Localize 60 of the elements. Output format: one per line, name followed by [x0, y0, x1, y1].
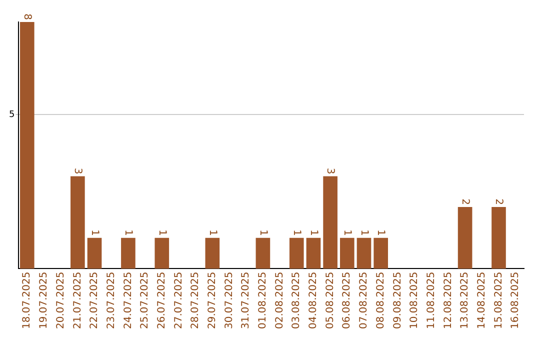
bar — [356, 238, 372, 269]
bar — [70, 176, 85, 269]
x-tick-label: 22.07.2025 — [89, 272, 100, 330]
x-tick-label: 28.07.2025 — [190, 272, 202, 330]
x-tick-label: 24.07.2025 — [122, 272, 134, 330]
x-tick-label: 02.08.2025 — [274, 272, 286, 330]
x-tick-label: 29.07.2025 — [207, 272, 218, 330]
x-tick-label: 23.07.2025 — [106, 272, 117, 330]
x-tick-label: 26.07.2025 — [156, 272, 168, 330]
x-tick-label: 21.07.2025 — [72, 272, 84, 330]
x-tick-label: 25.07.2025 — [140, 272, 151, 330]
data-label: 1 — [156, 230, 168, 236]
bar — [87, 238, 102, 269]
x-tick-label: 15.08.2025 — [493, 272, 504, 330]
x-tick-label: 30.07.2025 — [224, 272, 235, 330]
bar — [458, 207, 472, 269]
data-label: 1 — [257, 230, 268, 236]
x-tick-label: 16.08.2025 — [510, 272, 522, 330]
data-label: 1 — [358, 230, 370, 236]
x-tick-label: 18.07.2025 — [22, 272, 33, 330]
data-label: 1 — [308, 230, 319, 236]
x-tick-label: 14.08.2025 — [476, 272, 488, 330]
bar — [323, 176, 338, 269]
bar — [205, 238, 220, 269]
bar — [289, 238, 304, 269]
bar — [340, 238, 354, 269]
data-label: 1 — [122, 230, 134, 236]
data-label: 2 — [459, 198, 470, 206]
data-label: 2 — [493, 198, 504, 206]
x-tick-label: 13.08.2025 — [460, 272, 471, 330]
data-label: 1 — [206, 230, 218, 236]
x-tick-label: 31.07.2025 — [240, 272, 252, 330]
bar — [256, 238, 270, 269]
x-tick-label: 05.08.2025 — [324, 272, 336, 330]
bar — [154, 238, 170, 269]
x-tick-label: 07.08.2025 — [358, 272, 370, 330]
y-tick-label: 5 — [8, 110, 15, 120]
data-label: 3 — [72, 168, 84, 174]
data-label: 1 — [342, 230, 353, 236]
x-tick-label: 01.08.2025 — [258, 272, 269, 330]
bar — [374, 238, 388, 269]
x-tick-label: 08.08.2025 — [375, 272, 386, 330]
x-tick-label: 10.08.2025 — [409, 272, 420, 330]
data-label: 1 — [375, 230, 386, 236]
bar — [306, 238, 321, 269]
data-label: 1 — [88, 230, 100, 236]
x-tick-label: 11.08.2025 — [426, 272, 437, 330]
x-tick-label: 03.08.2025 — [291, 272, 302, 330]
x-tick-label: 04.08.2025 — [308, 272, 320, 330]
x-tick-label: 06.08.2025 — [342, 272, 353, 330]
x-tick-label: 20.07.2025 — [55, 272, 66, 330]
x-tick-label: 27.07.2025 — [173, 272, 184, 330]
data-label: 3 — [324, 168, 336, 174]
data-label: 1 — [291, 230, 302, 236]
x-tick-label: 12.08.2025 — [442, 272, 454, 330]
bar — [492, 207, 506, 269]
bar — [121, 238, 136, 269]
x-tick-label: 09.08.2025 — [392, 272, 404, 330]
data-label: 8 — [22, 14, 33, 20]
x-tick-label: 19.07.2025 — [38, 272, 50, 330]
